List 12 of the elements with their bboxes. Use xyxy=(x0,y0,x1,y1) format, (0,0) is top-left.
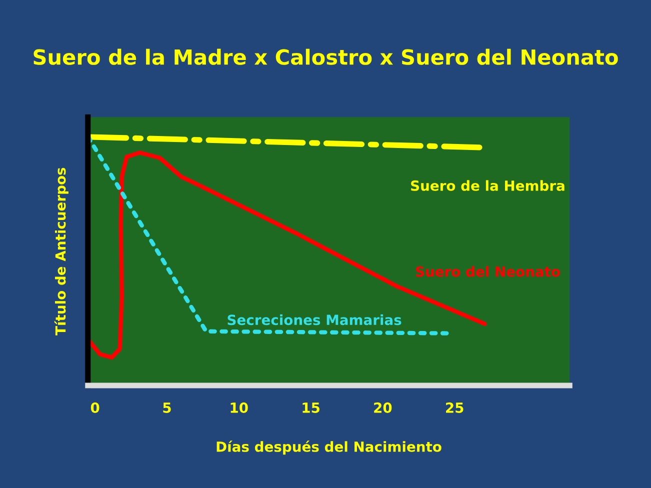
x-tick-label: 20 xyxy=(374,402,392,413)
x-tick-label: 25 xyxy=(446,402,464,413)
x-tick-label: 0 xyxy=(90,402,100,413)
series-label: Suero del Neonato xyxy=(416,266,560,277)
x-axis-title: Días después del Nacimiento xyxy=(216,440,442,455)
text: Suero de la Hembra xyxy=(411,180,564,191)
series-label: Secreciones Mamarias xyxy=(228,314,402,326)
chart-title: Suero de la Madre x Calostro x Suero del Neonato xyxy=(34,48,618,65)
x-tick-label: 15 xyxy=(302,402,320,413)
y-axis-title: Título de Anticuerpos xyxy=(54,168,68,336)
x-tick-label: 10 xyxy=(230,402,248,413)
x-tick-label: 5 xyxy=(163,402,171,413)
